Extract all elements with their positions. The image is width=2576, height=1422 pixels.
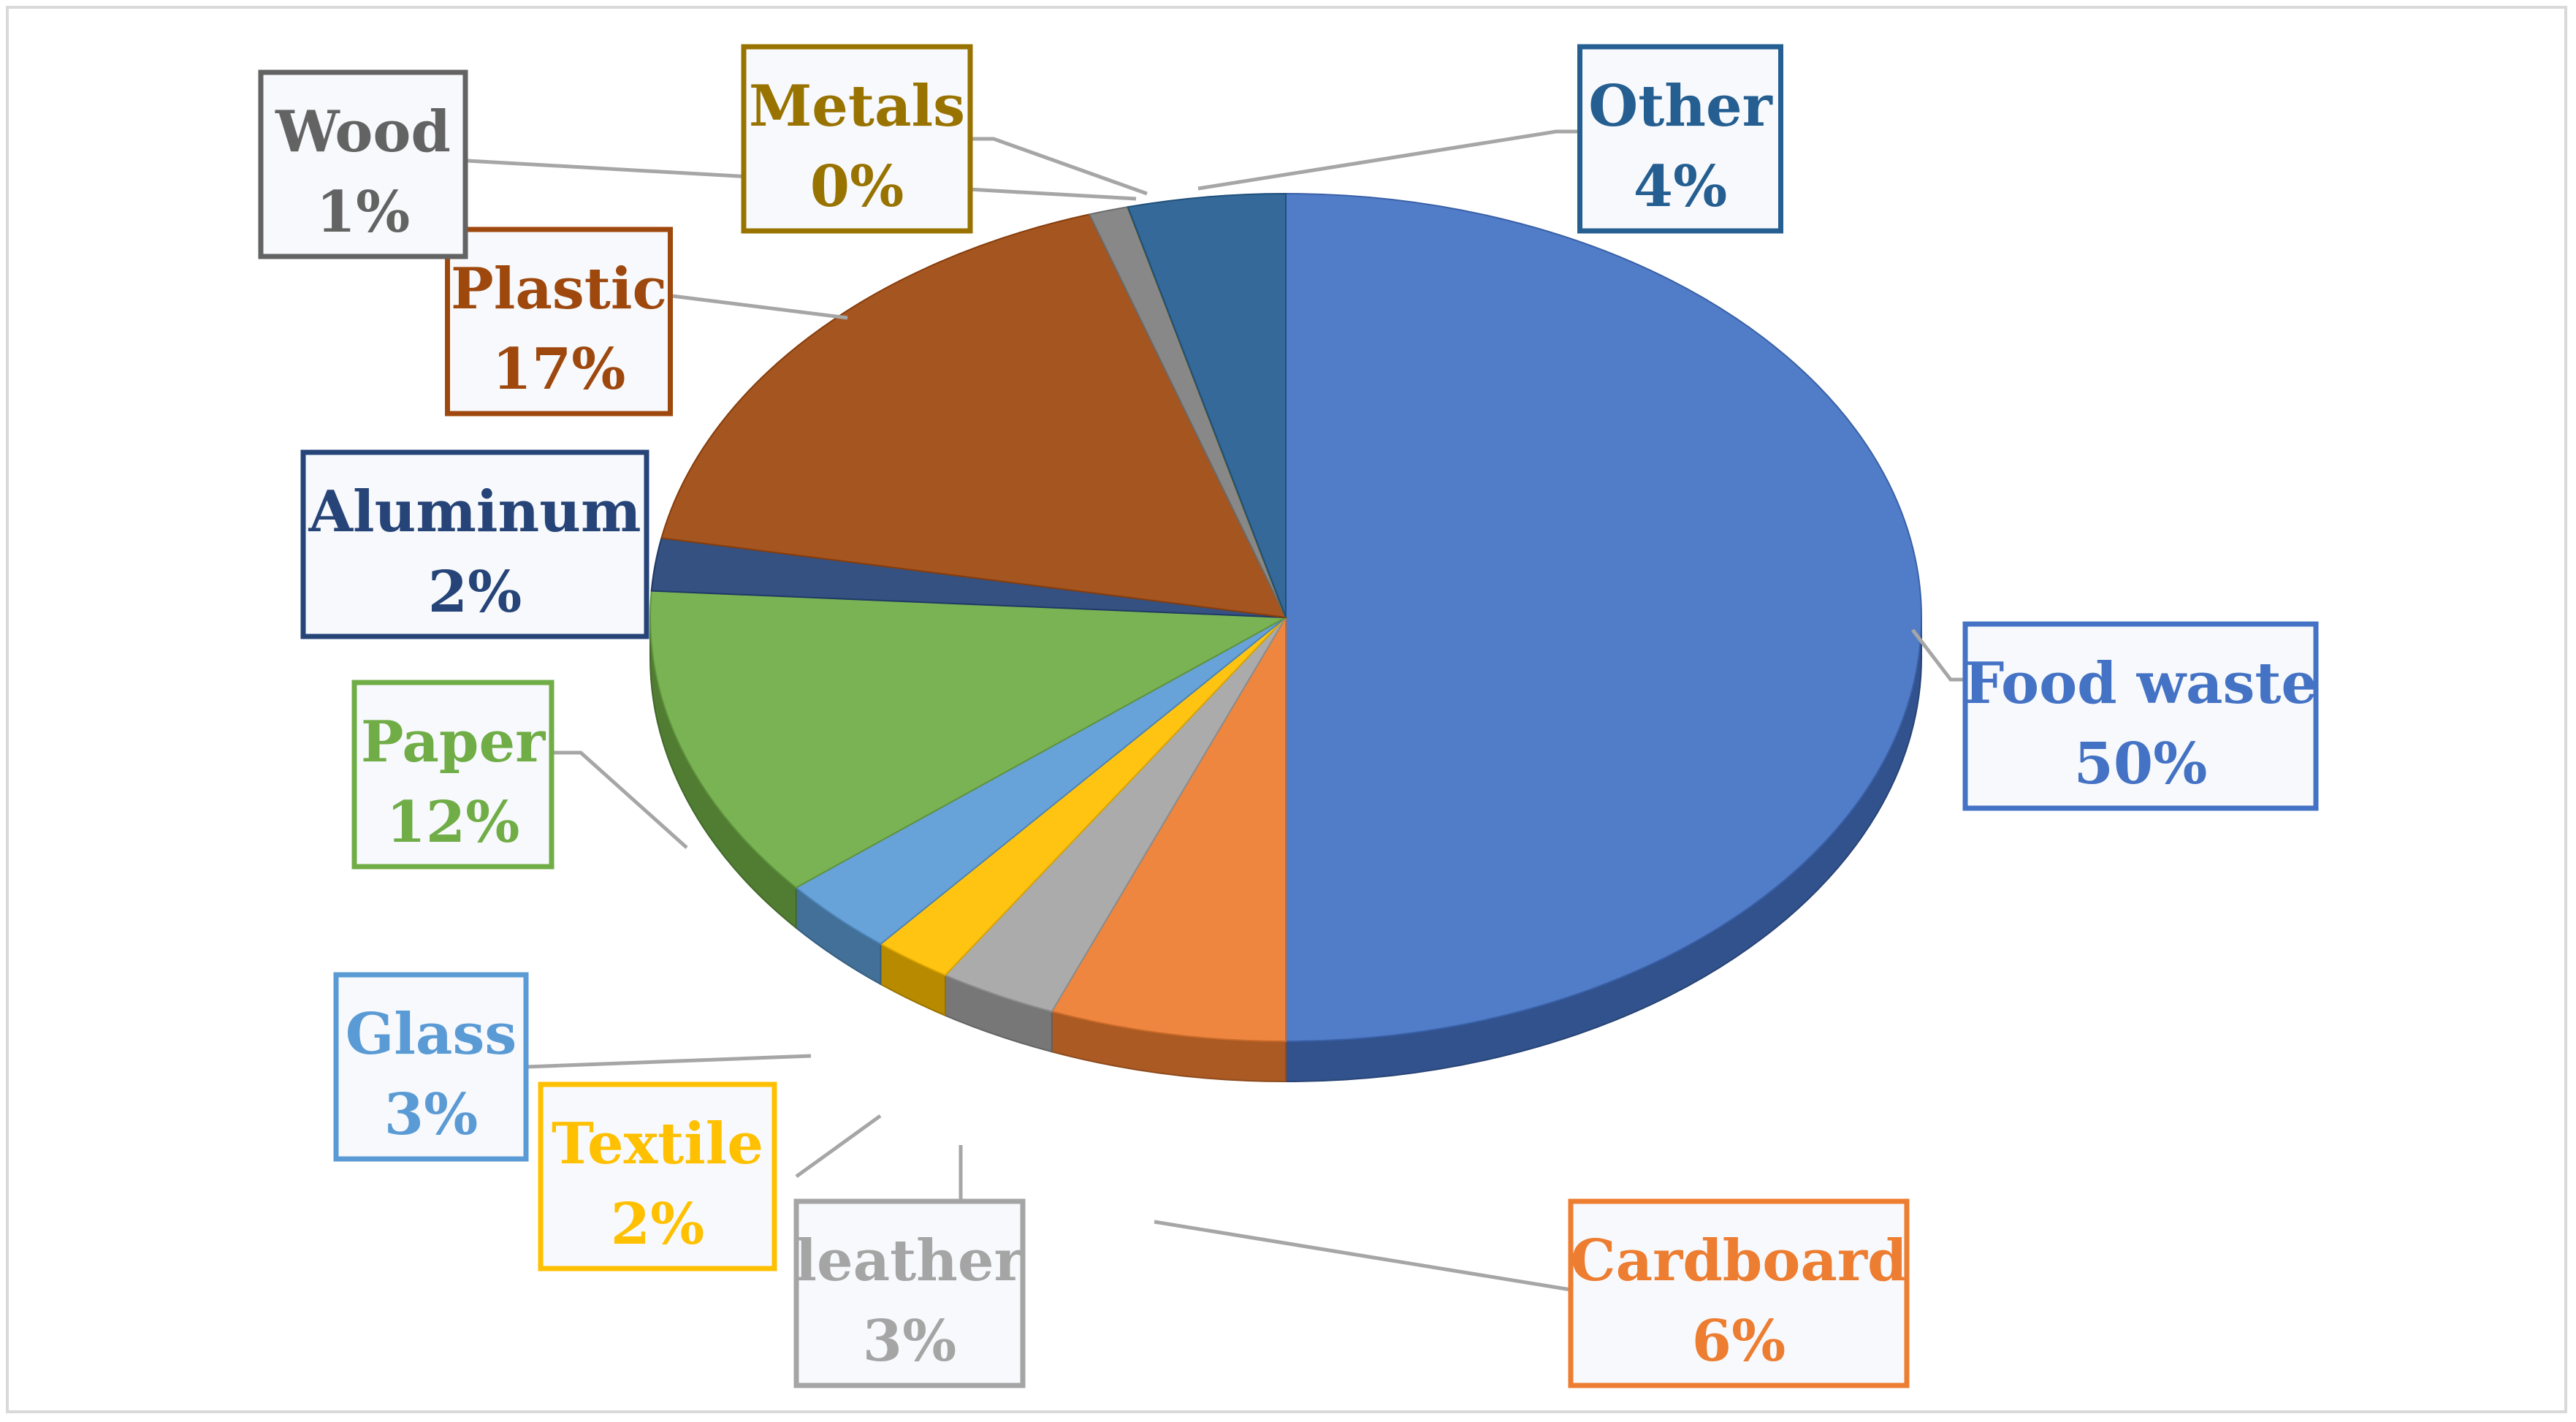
leader-line-metals — [970, 137, 1148, 196]
leader-line-other — [1197, 129, 1579, 191]
leader-line-plastic — [671, 294, 848, 320]
data-labels: Food waste 50% Cardboard 6% leather 3% Textile… — [258, 44, 2319, 1388]
data-label-category: Food waste — [1964, 650, 2317, 717]
pie-slice-paper — [649, 590, 1289, 889]
data-label-category: leather — [795, 1228, 1024, 1294]
data-label-value: 3% — [384, 1081, 478, 1148]
data-label-category: Other — [1588, 73, 1772, 140]
pie-slice-other — [1127, 192, 1287, 618]
data-label-value: 2% — [428, 559, 522, 626]
data-label-value: 4% — [1634, 153, 1727, 220]
data-label-box — [300, 449, 649, 639]
leader-line-textile — [795, 1114, 882, 1179]
data-label-box — [1577, 44, 1783, 234]
leader-line-glass — [525, 1054, 812, 1069]
data-label-value: 50% — [2074, 731, 2208, 797]
pie-tops — [649, 192, 1922, 1043]
data-label-value: 2% — [611, 1191, 704, 1258]
data-label-box — [793, 1198, 1026, 1388]
leader-line-food-waste — [1911, 628, 1965, 682]
pie-slice-food-waste — [1285, 192, 1922, 1043]
data-label-category: Wood — [275, 99, 451, 165]
data-label-category: Metals — [749, 73, 965, 140]
data-label-box — [445, 227, 673, 417]
data-label-value: 3% — [863, 1308, 956, 1375]
data-label-box — [333, 972, 529, 1162]
data-label-box — [538, 1081, 777, 1271]
data-label-box — [1568, 1198, 1910, 1388]
data-label-leather: leather 3% — [793, 1198, 1026, 1388]
data-label-value: 6% — [1692, 1308, 1786, 1375]
data-label-cardboard: Cardboard 6% — [1568, 1198, 1910, 1388]
data-label-box — [741, 44, 973, 234]
data-label-value: 1% — [316, 179, 410, 246]
pie-slice-cardboard — [1051, 615, 1287, 1043]
leader-line-cardboard — [1154, 1220, 1571, 1292]
data-label-value: 0% — [810, 153, 904, 220]
data-label-other: Other 4% — [1577, 44, 1783, 234]
data-label-value: 12% — [386, 789, 520, 856]
data-label-box — [351, 680, 555, 870]
data-label-category: Textile — [552, 1111, 763, 1177]
data-label-aluminum: Aluminum 2% — [300, 449, 649, 639]
data-label-wood: Wood 1% — [258, 69, 468, 259]
data-label-category: Cardboard — [1571, 1228, 1908, 1294]
data-label-paper: Paper 12% — [351, 680, 555, 870]
data-label-glass: Glass 3% — [333, 972, 529, 1162]
data-label-plastic: Plastic 17% — [445, 227, 673, 417]
leader-line-paper — [552, 750, 688, 849]
data-label-category: Aluminum — [308, 479, 641, 545]
data-label-box — [1962, 621, 2319, 811]
data-label-category: Paper — [361, 709, 546, 775]
data-label-category: Glass — [346, 1001, 517, 1068]
data-label-metals: Metals 0% — [741, 44, 973, 234]
data-label-value: 17% — [492, 336, 626, 403]
leader-lines — [467, 129, 1965, 1292]
data-label-textile: Textile 2% — [538, 1081, 777, 1271]
pie-slice-plastic — [660, 213, 1287, 619]
data-label-food-waste: Food waste 50% — [1962, 621, 2319, 811]
data-label-box — [258, 69, 468, 259]
data-label-category: Plastic — [451, 256, 667, 322]
